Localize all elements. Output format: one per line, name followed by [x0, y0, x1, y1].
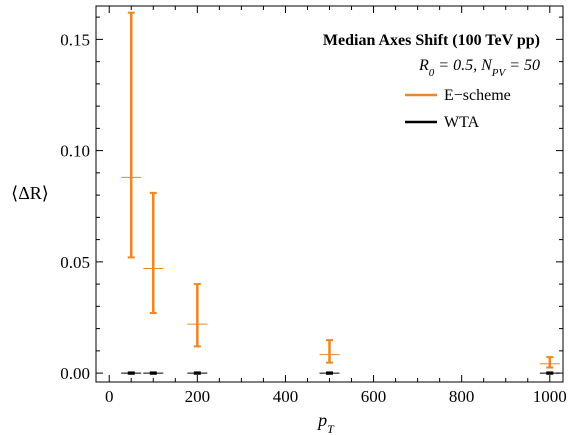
axis-tick-labels: 0 200 400 600 800 1000 0.00 0.05 0.10 0.15: [60, 30, 567, 406]
x-tick-label: 200: [185, 387, 211, 406]
x-tick-label: 800: [449, 387, 475, 406]
chart-subtitle: R0 = 0.5, NPV = 50: [418, 57, 540, 79]
data-marks: [121, 11, 560, 375]
y-axis-label: ⟨ΔR⟩: [11, 183, 49, 203]
legend-label-wta: WTA: [444, 114, 480, 131]
x-axis-label-sub: T: [327, 422, 335, 435]
y-tick-label: 0.00: [60, 364, 90, 383]
legend: Median Axes Shift (100 TeV pp) R0 = 0.5,…: [323, 32, 540, 131]
x-tick-label: 600: [361, 387, 387, 406]
x-tick-label: 1000: [533, 387, 567, 406]
x-axis-label: pT: [316, 410, 335, 435]
x-axis-label-main: p: [316, 410, 327, 430]
legend-label-e-scheme: E−scheme: [444, 87, 511, 104]
x-tick-label: 400: [273, 387, 299, 406]
y-tick-label: 0.05: [60, 253, 90, 272]
x-tick-label: 0: [105, 387, 114, 406]
chart-title: Median Axes Shift (100 TeV pp): [323, 32, 540, 49]
plot-frame: [95, 5, 564, 383]
y-tick-label: 0.10: [60, 142, 90, 161]
axis-ticks: [96, 6, 563, 382]
y-tick-label: 0.15: [60, 30, 90, 49]
